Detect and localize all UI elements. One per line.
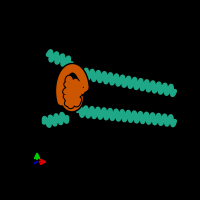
FancyArrow shape <box>75 88 86 94</box>
FancyArrow shape <box>75 81 86 87</box>
